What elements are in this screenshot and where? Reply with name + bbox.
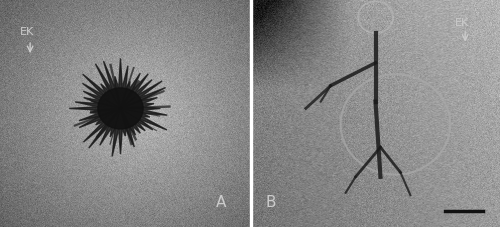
Text: EK: EK <box>455 18 469 28</box>
Text: A: A <box>216 194 226 209</box>
Text: EK: EK <box>20 27 34 37</box>
Polygon shape <box>69 59 168 157</box>
Polygon shape <box>98 89 143 129</box>
Text: B: B <box>266 194 276 209</box>
